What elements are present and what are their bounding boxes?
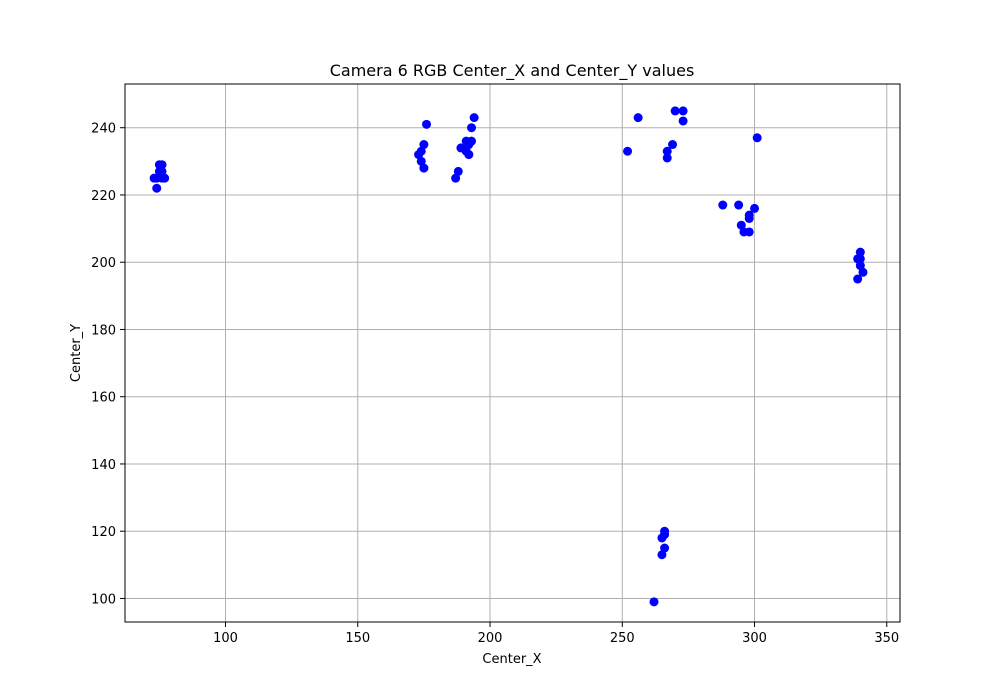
data-point <box>157 160 167 170</box>
y-tick-label: 240 <box>91 122 116 137</box>
x-tick-label: 100 <box>213 631 238 646</box>
data-point <box>744 214 754 223</box>
data-point <box>853 274 863 284</box>
x-tick-label: 350 <box>874 631 899 646</box>
data-point <box>678 116 688 126</box>
data-point <box>467 123 477 133</box>
data-point <box>858 267 868 277</box>
data-point <box>855 254 865 264</box>
data-point <box>649 597 659 607</box>
data-point <box>678 106 688 116</box>
x-tick-label: 300 <box>742 631 767 646</box>
data-point <box>855 247 865 257</box>
y-tick-label: 200 <box>91 256 116 271</box>
data-point <box>718 200 728 210</box>
y-axis: 100 120 140 160 180 200 220 240 <box>91 122 125 607</box>
x-tick-label: 150 <box>345 631 370 646</box>
x-axis-label: Center_X <box>482 652 541 667</box>
data-point <box>469 113 479 123</box>
plot-background <box>125 84 900 622</box>
data-point <box>422 119 432 129</box>
data-point <box>152 173 162 183</box>
data-point <box>750 203 760 213</box>
data-point <box>668 140 678 150</box>
data-point <box>467 136 477 146</box>
data-point <box>734 200 744 210</box>
data-point <box>660 530 670 540</box>
x-axis: 100 150 200 250 300 350 <box>213 622 899 646</box>
data-point <box>453 166 463 176</box>
y-tick-label: 160 <box>91 391 116 406</box>
data-point <box>660 543 670 553</box>
x-tick-label: 200 <box>478 631 503 646</box>
y-tick-label: 220 <box>91 189 116 204</box>
plot-frame <box>124 83 901 623</box>
y-axis-label: Center_Y <box>69 324 84 382</box>
x-tick-label: 250 <box>610 631 635 646</box>
data-points <box>149 106 868 607</box>
data-point <box>160 173 170 183</box>
data-point <box>670 106 680 116</box>
data-point <box>623 146 633 156</box>
grid <box>125 84 900 622</box>
y-tick-label: 180 <box>91 323 116 338</box>
y-tick-label: 120 <box>91 525 116 540</box>
data-point <box>752 133 762 143</box>
data-point <box>662 146 672 156</box>
data-point <box>464 150 474 160</box>
data-point <box>152 183 162 193</box>
y-tick-label: 140 <box>91 458 116 473</box>
data-point <box>419 163 429 173</box>
data-point <box>662 153 672 163</box>
data-point <box>744 227 754 237</box>
data-point <box>419 140 429 150</box>
y-tick-label: 100 <box>91 592 116 607</box>
chart-title: Camera 6 RGB Center_X and Center_Y value… <box>330 61 695 81</box>
data-point <box>633 113 643 123</box>
